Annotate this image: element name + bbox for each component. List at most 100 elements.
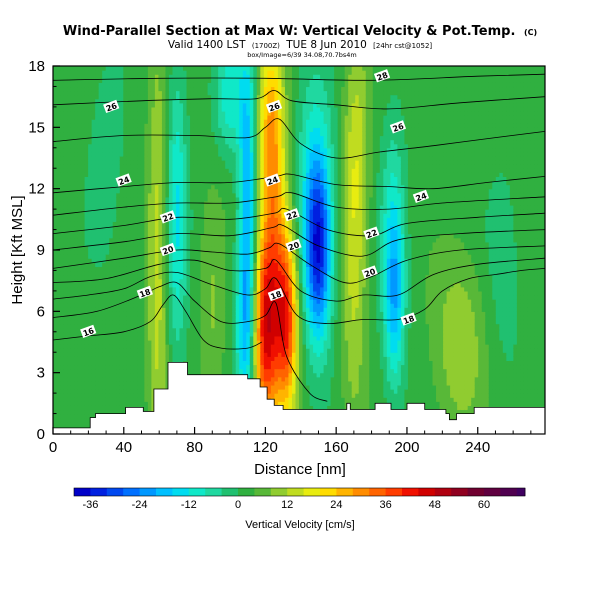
- velocity-cell: [123, 344, 128, 349]
- velocity-cell: [70, 74, 75, 79]
- velocity-cell: [183, 151, 188, 157]
- velocity-cell: [91, 160, 96, 165]
- velocity-cell: [74, 237, 79, 243]
- velocity-cell: [119, 405, 124, 411]
- velocity-cell: [91, 364, 96, 370]
- velocity-cell: [95, 307, 100, 312]
- velocity-cell: [204, 335, 209, 341]
- velocity-cell: [56, 115, 61, 120]
- velocity-cell: [144, 217, 149, 222]
- velocity-cell: [179, 86, 184, 92]
- velocity-cell: [88, 352, 93, 357]
- velocity-cell: [112, 225, 117, 231]
- velocity-cell: [235, 356, 240, 361]
- velocity-cell: [140, 209, 145, 214]
- velocity-cell: [91, 209, 96, 214]
- velocity-cell: [211, 364, 216, 370]
- velocity-cell: [176, 299, 181, 304]
- velocity-cell: [165, 348, 170, 353]
- velocity-cell: [228, 241, 233, 247]
- velocity-cell: [211, 335, 216, 341]
- velocity-cell: [239, 237, 244, 243]
- velocity-cell: [112, 335, 117, 341]
- velocity-cell: [56, 233, 61, 239]
- velocity-cell: [242, 245, 247, 251]
- velocity-cell: [158, 241, 163, 247]
- velocity-cell: [60, 294, 65, 300]
- velocity-cell: [225, 278, 230, 284]
- velocity-cell: [112, 233, 117, 239]
- velocity-cell: [179, 266, 184, 272]
- velocity-cell: [119, 278, 124, 284]
- velocity-cell: [197, 311, 202, 317]
- velocity-cell: [239, 307, 244, 312]
- velocity-cell: [225, 241, 230, 247]
- velocity-cell: [147, 70, 152, 75]
- velocity-cell: [95, 319, 100, 325]
- velocity-cell: [147, 143, 152, 149]
- velocity-cell: [221, 286, 226, 292]
- velocity-cell: [165, 209, 170, 214]
- velocity-cell: [179, 78, 184, 83]
- velocity-cell: [74, 217, 79, 222]
- velocity-cell: [232, 164, 237, 169]
- velocity-cell: [207, 217, 212, 222]
- velocity-cell: [119, 98, 124, 104]
- velocity-cell: [105, 372, 110, 378]
- velocity-cell: [147, 294, 152, 300]
- velocity-cell: [109, 335, 114, 341]
- velocity-cell: [190, 348, 195, 353]
- velocity-cell: [123, 225, 128, 231]
- velocity-cell: [105, 66, 110, 71]
- velocity-cell: [70, 258, 75, 263]
- velocity-cell: [172, 66, 177, 71]
- velocity-cell: [116, 384, 121, 390]
- velocity-cell: [190, 205, 195, 210]
- velocity-cell: [242, 311, 247, 317]
- velocity-cell: [63, 184, 68, 190]
- velocity-cell: [207, 348, 212, 353]
- velocity-cell: [91, 241, 96, 247]
- velocity-cell: [228, 290, 233, 296]
- velocity-cell: [151, 209, 156, 214]
- velocity-cell: [126, 188, 131, 194]
- velocity-cell: [137, 209, 142, 214]
- velocity-cell: [176, 221, 181, 227]
- velocity-cell: [190, 209, 195, 214]
- velocity-cell: [218, 335, 223, 341]
- velocity-cell: [109, 127, 114, 133]
- velocity-cell: [225, 143, 230, 149]
- velocity-cell: [81, 143, 86, 149]
- velocity-cell: [88, 221, 93, 227]
- velocity-cell: [176, 110, 181, 116]
- velocity-cell: [168, 229, 174, 235]
- velocity-cell: [179, 135, 184, 141]
- velocity-cell: [246, 315, 251, 321]
- velocity-cell: [232, 82, 237, 88]
- velocity-cell: [126, 311, 131, 317]
- velocity-cell: [70, 66, 75, 71]
- velocity-cell: [158, 344, 163, 349]
- velocity-cell: [218, 282, 223, 288]
- velocity-cell: [116, 119, 121, 124]
- velocity-cell: [77, 372, 82, 378]
- velocity-cell: [242, 315, 247, 321]
- velocity-cell: [67, 348, 72, 353]
- velocity-cell: [186, 139, 191, 145]
- velocity-cell: [116, 270, 121, 276]
- velocity-cell: [88, 335, 93, 341]
- velocity-cell: [221, 94, 226, 100]
- velocity-cell: [186, 274, 191, 280]
- velocity-cell: [242, 90, 247, 96]
- velocity-cell: [190, 237, 195, 243]
- velocity-cell: [228, 254, 233, 259]
- velocity-cell: [70, 290, 75, 296]
- velocity-cell: [221, 110, 226, 116]
- velocity-cell: [81, 393, 86, 398]
- velocity-cell: [98, 303, 103, 308]
- velocity-cell: [176, 90, 181, 96]
- velocity-cell: [168, 94, 174, 100]
- velocity-cell: [91, 258, 96, 263]
- velocity-cell: [214, 262, 219, 267]
- velocity-cell: [235, 294, 240, 300]
